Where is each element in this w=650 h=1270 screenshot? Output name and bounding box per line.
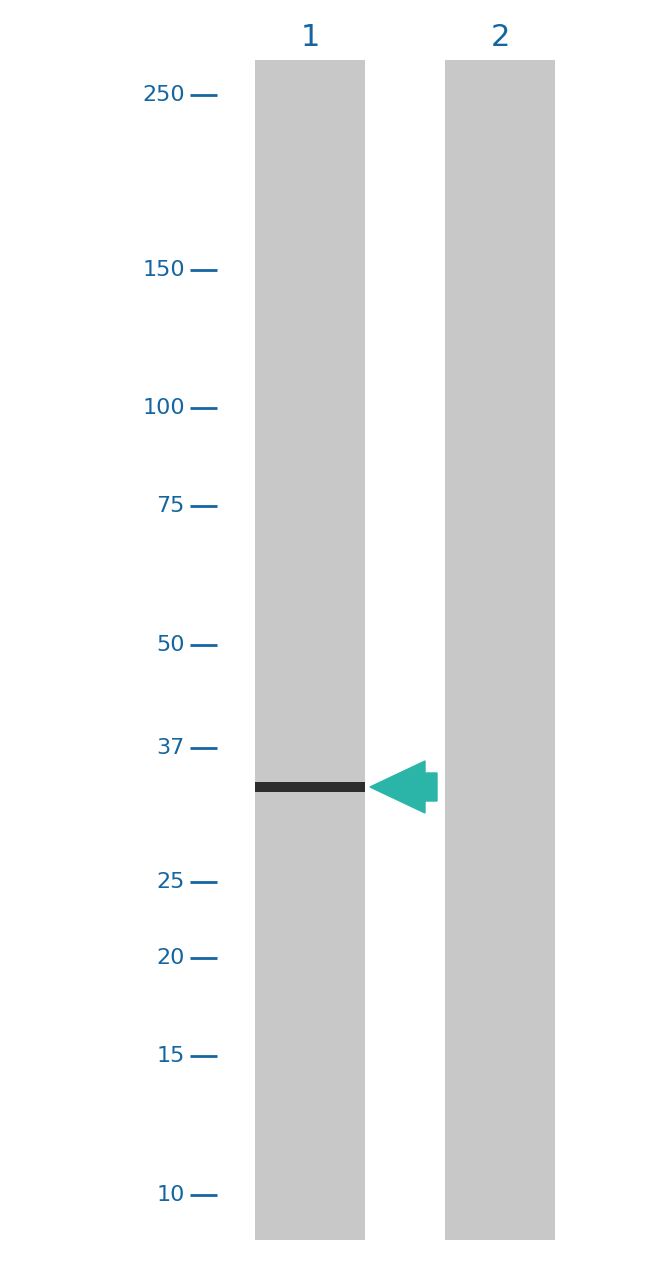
Text: 100: 100	[142, 398, 185, 418]
Text: 250: 250	[142, 85, 185, 105]
Text: 25: 25	[157, 872, 185, 892]
Bar	[255, 782, 365, 792]
FancyArrow shape	[370, 761, 437, 813]
Text: 2: 2	[490, 24, 510, 52]
Text: 1: 1	[300, 24, 320, 52]
Text: 150: 150	[142, 259, 185, 279]
Text: 75: 75	[157, 497, 185, 517]
Bar	[445, 60, 555, 1240]
Text: 15: 15	[157, 1046, 185, 1067]
Text: 50: 50	[157, 635, 185, 655]
Text: 10: 10	[157, 1185, 185, 1205]
Bar	[255, 60, 365, 1240]
Text: 20: 20	[157, 949, 185, 968]
Text: 37: 37	[157, 738, 185, 758]
